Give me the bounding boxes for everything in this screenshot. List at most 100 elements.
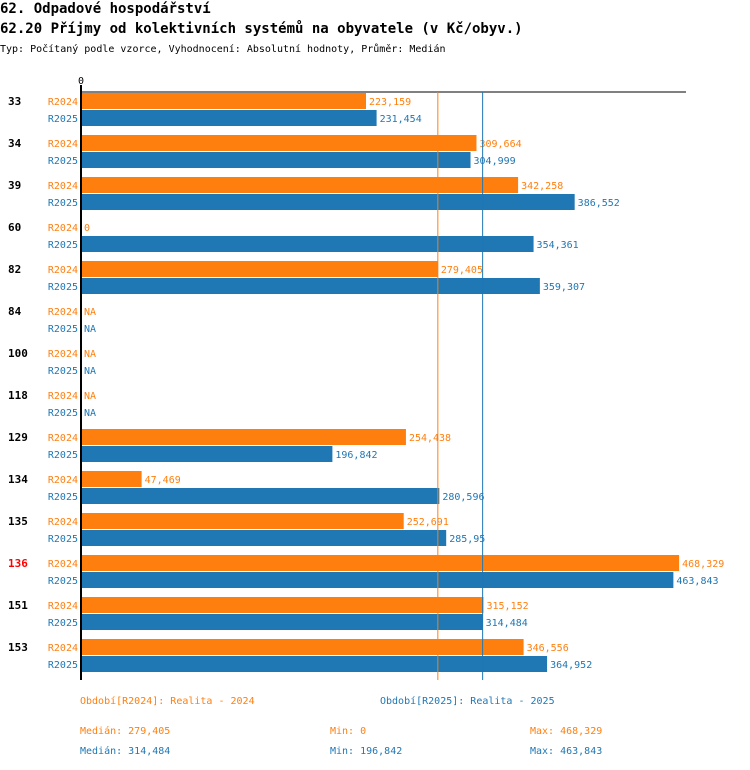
bar-r2025 <box>81 194 575 210</box>
series-label: R2024 <box>48 475 78 486</box>
data-label: NA <box>84 324 96 335</box>
legend-r2025: Období[R2025]: Realita - 2025 <box>380 696 555 707</box>
series-label: R2024 <box>48 601 78 612</box>
x-tick-label: 0 <box>78 76 84 87</box>
data-label: 359,307 <box>543 282 585 293</box>
category-label: 60 <box>8 221 21 234</box>
category-label: 129 <box>8 431 28 444</box>
data-label: 254,438 <box>409 433 451 444</box>
bar-r2024 <box>81 471 142 487</box>
data-label: 304,999 <box>474 156 516 167</box>
data-label: 280,596 <box>442 492 484 503</box>
data-label: 463,843 <box>676 576 718 587</box>
bar-r2024 <box>81 597 484 613</box>
data-label: 279,405 <box>441 265 483 276</box>
min-r2024: Min: 0 <box>330 726 367 737</box>
bar-chart: 0 33 R2024 223,159 R2025 231,454 34 R2024 309,66… <box>8 76 724 680</box>
bar-r2024 <box>81 555 680 571</box>
section-title: 62. Odpadové hospodářství <box>0 1 211 17</box>
series-label: R2025 <box>48 156 78 167</box>
data-label: 314,484 <box>486 618 528 629</box>
data-label: 468,329 <box>682 559 724 570</box>
bar-r2025 <box>81 614 483 630</box>
data-label: NA <box>84 349 96 360</box>
data-label: NA <box>84 366 96 377</box>
bar-r2025 <box>81 110 377 126</box>
data-label: 309,664 <box>479 139 521 150</box>
data-label: 354,361 <box>537 240 579 251</box>
category-label: 118 <box>8 389 28 402</box>
series-label: R2025 <box>48 240 78 251</box>
bar-r2025 <box>81 656 548 672</box>
category-label: 100 <box>8 347 28 360</box>
series-label: R2024 <box>48 223 78 234</box>
series-label: R2025 <box>48 576 78 587</box>
category-label: 136 <box>8 557 28 570</box>
bar-r2024 <box>81 177 519 193</box>
series-label: R2025 <box>48 324 78 335</box>
median-r2024: Medián: 279,405 <box>80 726 171 737</box>
category-label: 33 <box>8 95 21 108</box>
category-label: 135 <box>8 515 28 528</box>
category-label: 82 <box>8 263 21 276</box>
bar-r2025 <box>81 236 534 252</box>
data-label: 252,691 <box>407 517 449 528</box>
category-label: 153 <box>8 641 28 654</box>
chart-title: 62.20 Příjmy od kolektivních systémů na … <box>0 21 523 37</box>
series-label: R2024 <box>48 97 78 108</box>
category-label: 84 <box>8 305 22 318</box>
series-label: R2024 <box>48 349 78 360</box>
max-r2025: Max: 463,843 <box>530 746 603 757</box>
data-label: 223,159 <box>369 97 411 108</box>
data-label: 386,552 <box>578 198 620 209</box>
series-label: R2025 <box>48 618 78 629</box>
bar-r2025 <box>81 572 674 588</box>
series-label: R2025 <box>48 660 78 671</box>
bar-r2025 <box>81 530 447 546</box>
bar-r2024 <box>81 135 477 151</box>
series-label: R2025 <box>48 408 78 419</box>
bar-r2024 <box>81 429 406 445</box>
category-label: 151 <box>8 599 28 612</box>
series-label: R2025 <box>48 366 78 377</box>
max-r2024: Max: 468,329 <box>530 726 603 737</box>
data-label: 0 <box>84 223 90 234</box>
data-label: NA <box>84 408 96 419</box>
data-label: 47,469 <box>145 475 181 486</box>
category-label: 34 <box>8 137 22 150</box>
legend-r2024: Období[R2024]: Realita - 2024 <box>80 696 255 707</box>
series-label: R2024 <box>48 265 78 276</box>
series-label: R2025 <box>48 492 78 503</box>
bar-r2025 <box>81 488 440 504</box>
data-label: NA <box>84 391 96 402</box>
data-label: 342,258 <box>521 181 563 192</box>
series-label: R2025 <box>48 282 78 293</box>
data-label: 231,454 <box>380 114 422 125</box>
bar-r2025 <box>81 278 540 294</box>
bar-r2024 <box>81 639 524 655</box>
data-label: NA <box>84 307 96 318</box>
bar-r2025 <box>81 152 471 168</box>
series-label: R2024 <box>48 643 78 654</box>
series-label: R2024 <box>48 517 78 528</box>
series-label: R2024 <box>48 559 78 570</box>
series-label: R2024 <box>48 307 78 318</box>
bar-r2025 <box>81 446 333 462</box>
category-label: 39 <box>8 179 21 192</box>
series-label: R2025 <box>48 114 78 125</box>
bar-r2024 <box>81 93 366 109</box>
chart-description: Typ: Počítaný podle vzorce, Vyhodnocení:… <box>0 44 446 55</box>
data-label: 346,556 <box>527 643 569 654</box>
series-label: R2025 <box>48 534 78 545</box>
min-r2025: Min: 196,842 <box>330 746 403 757</box>
data-label: 364,952 <box>550 660 592 671</box>
series-label: R2024 <box>48 433 78 444</box>
category-label: 134 <box>8 473 28 486</box>
series-label: R2024 <box>48 391 78 402</box>
series-label: R2025 <box>48 198 78 209</box>
data-label: 285,95 <box>449 534 485 545</box>
series-label: R2024 <box>48 139 78 150</box>
bar-r2024 <box>81 513 404 529</box>
series-label: R2025 <box>48 450 78 461</box>
median-r2025: Medián: 314,484 <box>80 746 171 757</box>
